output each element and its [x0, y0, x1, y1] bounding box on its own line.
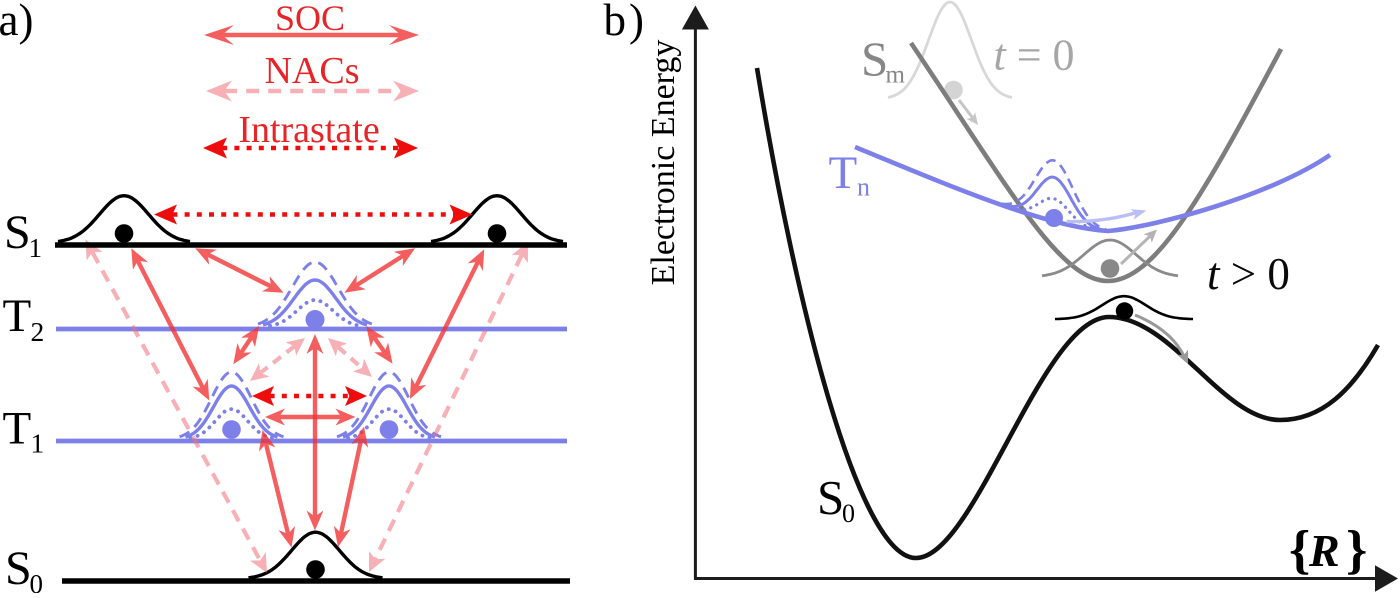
svg-text:NACs: NACs [264, 50, 359, 92]
svg-text:0: 0 [30, 569, 44, 593]
svg-text:SOC: SOC [275, 0, 345, 38]
svg-text:a): a) [0, 0, 33, 45]
svg-text:1: 1 [29, 233, 43, 263]
svg-text:1: 1 [31, 428, 45, 459]
svg-text:S: S [817, 470, 844, 525]
svg-text:Intrastate: Intrastate [238, 109, 379, 151]
svg-text:0: 0 [842, 499, 855, 528]
svg-text:2: 2 [31, 316, 45, 347]
svg-text:S: S [5, 542, 32, 593]
svg-text:T: T [3, 290, 32, 342]
svg-text:t = 0: t = 0 [994, 30, 1075, 79]
svg-text:S: S [4, 206, 31, 259]
svg-text:T: T [829, 147, 858, 199]
svg-text:Electronic Energy: Electronic Energy [645, 40, 682, 286]
svg-text:}: } [1346, 520, 1367, 580]
svg-text:t > 0: t > 0 [1207, 249, 1290, 299]
svg-text:T: T [3, 403, 32, 455]
svg-text:{: { [1289, 520, 1310, 580]
svg-text:R: R [1308, 525, 1340, 576]
svg-text:m: m [886, 62, 906, 89]
svg-text:n: n [857, 173, 870, 202]
svg-text:b): b) [604, 0, 648, 45]
svg-text:S: S [861, 32, 888, 87]
